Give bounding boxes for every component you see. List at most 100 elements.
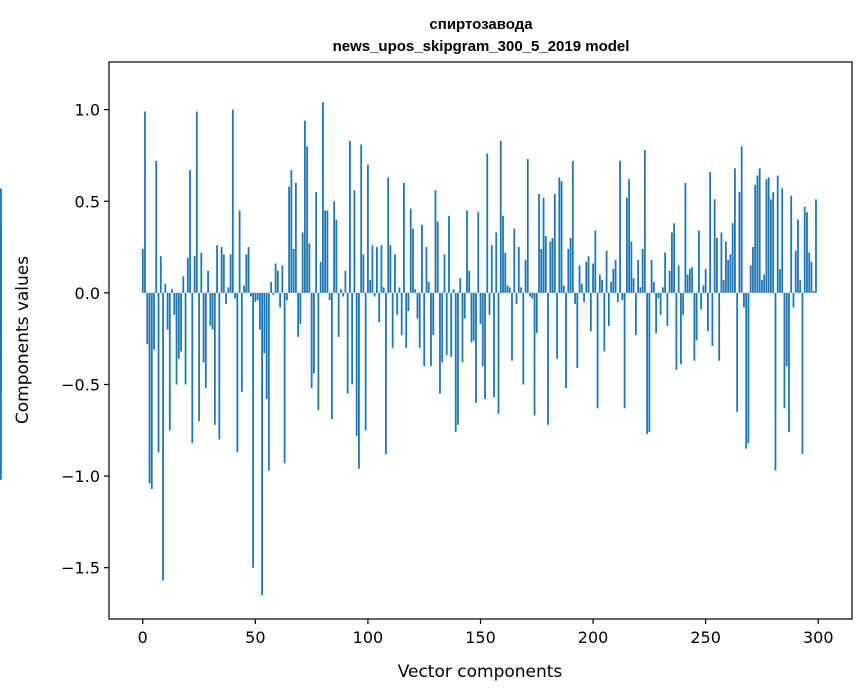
bar-47 xyxy=(247,247,250,293)
bar-94 xyxy=(353,190,356,293)
bar-194 xyxy=(578,265,581,293)
bar-177 xyxy=(540,248,543,293)
bar-260 xyxy=(727,259,730,293)
bar-148 xyxy=(475,292,477,403)
bar-266 xyxy=(740,146,743,293)
bar-188 xyxy=(565,292,567,389)
bar-154 xyxy=(488,292,491,315)
bar-136 xyxy=(448,215,450,293)
bar-152 xyxy=(484,292,486,400)
bar-178 xyxy=(542,197,545,293)
bar-36 xyxy=(222,254,225,293)
bar-97 xyxy=(360,144,363,293)
bar-225 xyxy=(648,292,651,433)
bar-230 xyxy=(659,292,662,315)
bar-281 xyxy=(774,292,777,471)
bar-34 xyxy=(218,292,221,440)
bar-164 xyxy=(511,292,513,361)
bar-53 xyxy=(261,292,263,596)
bar-45 xyxy=(243,285,245,293)
bar-221 xyxy=(639,287,642,293)
bar-137 xyxy=(450,292,453,357)
y-tick-label: 0.0 xyxy=(75,284,100,303)
bar-251 xyxy=(707,292,709,332)
bar-65 xyxy=(288,186,291,293)
bar-282 xyxy=(776,175,779,293)
bar-91 xyxy=(346,292,349,394)
bar-192 xyxy=(574,292,576,304)
bar-19 xyxy=(184,292,187,385)
bar-134 xyxy=(443,254,446,293)
bar-101 xyxy=(369,280,372,293)
bar-82 xyxy=(326,210,329,293)
bar-151 xyxy=(481,292,484,367)
bar-55 xyxy=(265,292,268,400)
bar-327 xyxy=(0,292,2,359)
bar-57 xyxy=(270,281,273,293)
bar-189 xyxy=(567,248,570,293)
bar-249 xyxy=(702,285,705,293)
bar-197 xyxy=(585,261,588,293)
bar-235 xyxy=(670,232,673,293)
bar-66 xyxy=(290,170,293,293)
bar-236 xyxy=(673,223,676,293)
bar-157 xyxy=(495,232,498,293)
bar-50 xyxy=(254,292,257,303)
bar-273 xyxy=(756,175,759,293)
bar-117 xyxy=(405,292,408,348)
bar-49 xyxy=(252,292,254,568)
bar-248 xyxy=(700,292,703,310)
bar-110 xyxy=(389,245,392,293)
bar-263 xyxy=(734,168,736,293)
bar-26 xyxy=(200,252,203,293)
bar-51 xyxy=(256,292,259,301)
bar-257 xyxy=(720,232,723,293)
bar-215 xyxy=(625,197,628,293)
bar-203 xyxy=(598,274,601,293)
bar-54 xyxy=(263,292,266,354)
bar-150 xyxy=(479,292,482,325)
bar-74 xyxy=(308,243,311,293)
bar-201 xyxy=(594,230,597,293)
bar-285 xyxy=(783,292,786,409)
bar-219 xyxy=(634,292,637,335)
bar-108 xyxy=(385,292,387,455)
bar-85 xyxy=(333,201,336,293)
bar-129 xyxy=(432,292,435,335)
y-tick-label: 1.0 xyxy=(75,101,100,120)
bar-111 xyxy=(391,292,394,348)
bar-98 xyxy=(362,254,365,293)
bar-206 xyxy=(605,250,608,293)
bar-156 xyxy=(493,292,495,398)
bar-92 xyxy=(349,140,351,293)
bar-113 xyxy=(396,292,399,315)
bar-99 xyxy=(364,292,367,431)
bar-294 xyxy=(803,206,806,293)
bar-67 xyxy=(292,248,295,293)
bar-2 xyxy=(146,292,149,345)
bar-299 xyxy=(815,199,817,293)
bar-28 xyxy=(204,292,207,389)
bar-0 xyxy=(141,248,144,293)
bar-37 xyxy=(225,292,227,304)
bar-29 xyxy=(207,270,209,293)
bar-286 xyxy=(785,292,788,367)
bar-61 xyxy=(279,292,282,308)
bar-39 xyxy=(229,254,232,293)
bar-234 xyxy=(668,270,671,293)
bar-253 xyxy=(711,292,714,346)
bar-220 xyxy=(637,259,640,293)
bar-105 xyxy=(378,292,381,323)
bar-289 xyxy=(792,292,795,308)
bar-128 xyxy=(430,292,432,367)
bar-180 xyxy=(547,292,549,425)
bar-245 xyxy=(693,292,696,361)
bar-165 xyxy=(513,228,516,293)
bar-321 xyxy=(0,292,2,480)
bar-182 xyxy=(551,237,554,293)
chart-title-line2: news_upos_skipgram_300_5_2019 model xyxy=(333,38,630,55)
bar-292 xyxy=(799,280,802,293)
bar-145 xyxy=(468,270,471,293)
y-axis: −1.5 −1.0 −0.5 0.0 0.5 1.0 xyxy=(61,101,109,578)
bar-173 xyxy=(531,292,534,299)
